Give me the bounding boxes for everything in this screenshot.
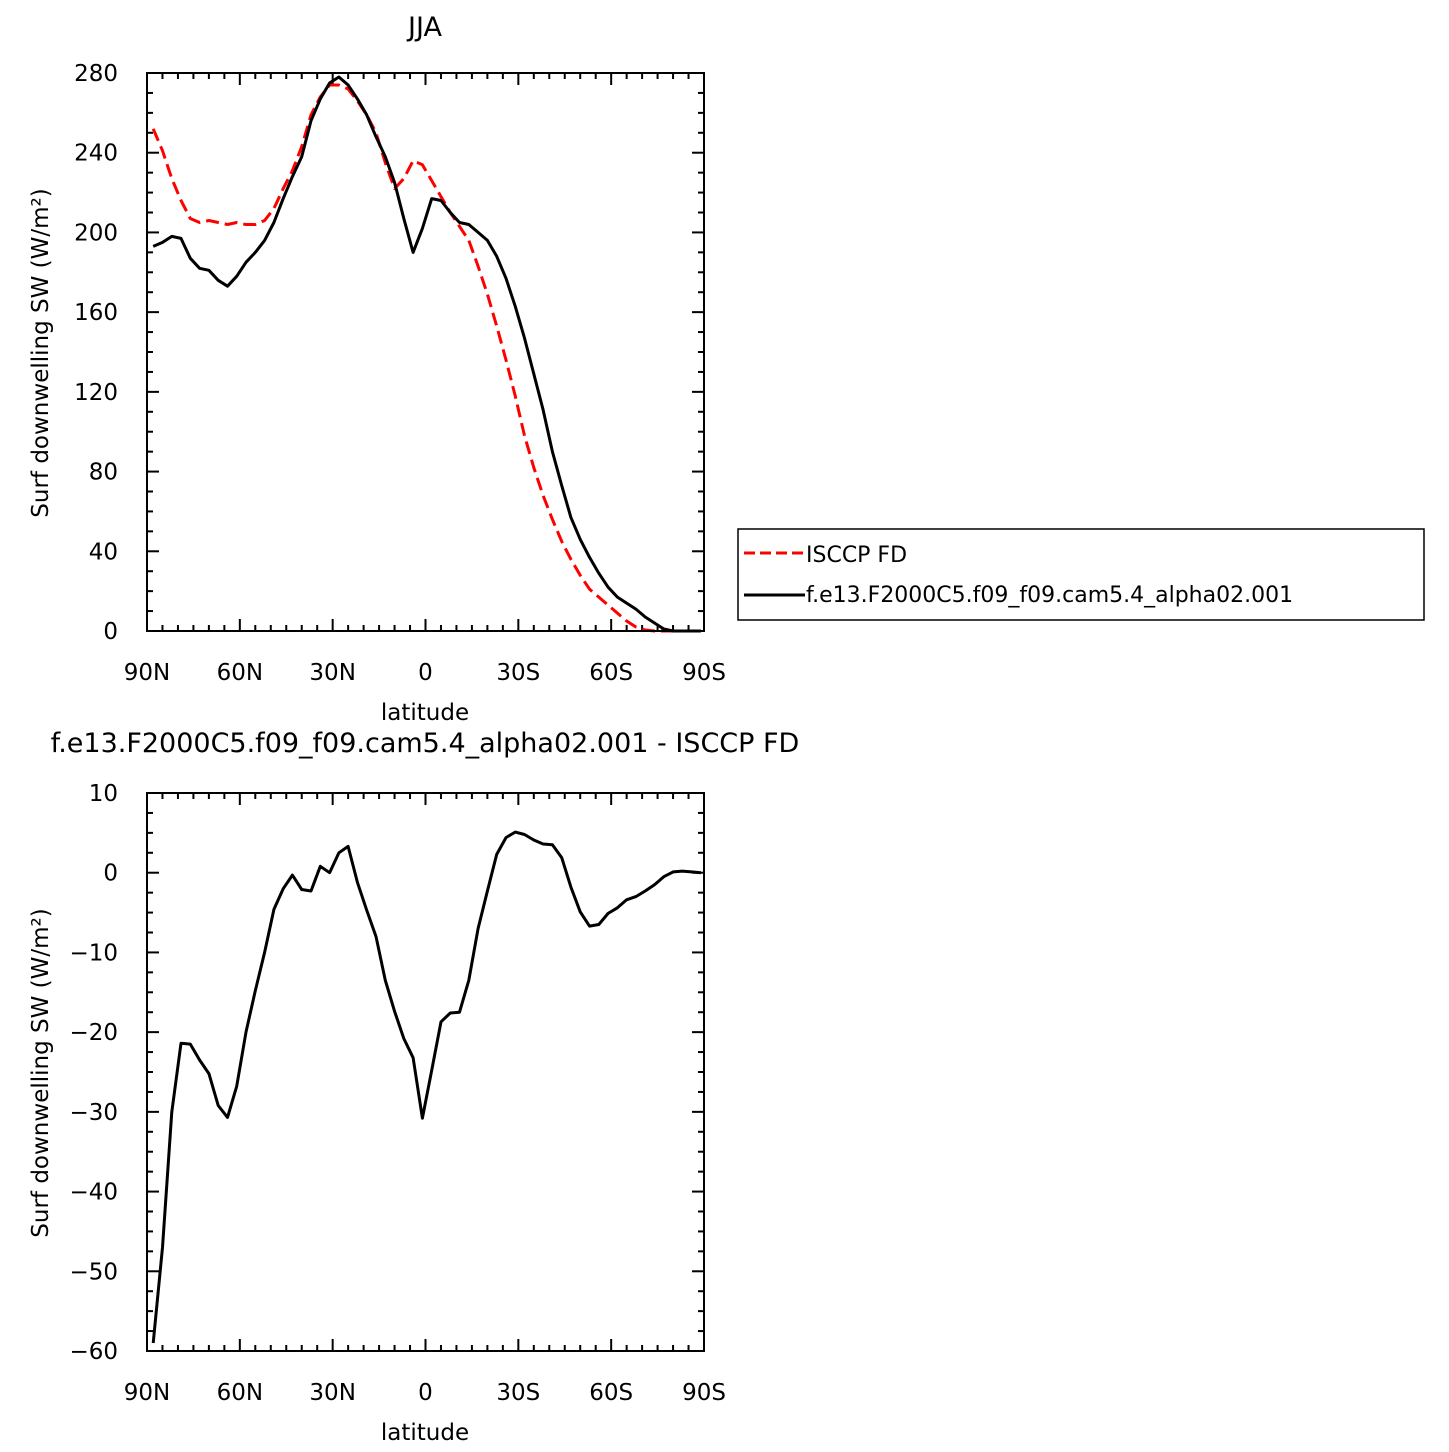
bottom-panel: f.e13.F2000C5.f09_f09.cam5.4_alpha02.001… bbox=[28, 728, 799, 1446]
bottom-ticks bbox=[146, 792, 705, 1352]
y-tick-label: −60 bbox=[69, 1339, 118, 1365]
x-tick-label: 30N bbox=[309, 660, 355, 686]
top-ticks bbox=[146, 72, 705, 632]
top-y-axis-label: Surf downwelling SW (W/m²) bbox=[28, 188, 54, 517]
y-tick-label: −50 bbox=[69, 1259, 118, 1285]
bottom-y-axis-label: Surf downwelling SW (W/m²) bbox=[28, 908, 54, 1237]
y-tick-label: 200 bbox=[74, 220, 118, 246]
y-tick-label: −30 bbox=[69, 1100, 118, 1126]
top-x-axis-label: latitude bbox=[381, 700, 469, 726]
x-tick-label: 90S bbox=[682, 660, 726, 686]
y-tick-label: −20 bbox=[69, 1020, 118, 1046]
top-chart-title: JJA bbox=[406, 12, 442, 43]
x-tick-label: 30S bbox=[496, 660, 540, 686]
y-tick-label: 0 bbox=[103, 861, 118, 887]
top-series-line-1 bbox=[152, 75, 701, 633]
bottom-x-axis-label: latitude bbox=[381, 1420, 469, 1446]
y-tick-label: 40 bbox=[89, 539, 118, 565]
legend-box bbox=[737, 528, 1425, 621]
x-tick-label: 30S bbox=[496, 1380, 540, 1406]
y-tick-label: 10 bbox=[89, 781, 118, 807]
legend-label-model: f.e13.F2000C5.f09_f09.cam5.4_alpha02.001 bbox=[806, 583, 1293, 608]
x-tick-label: 90N bbox=[124, 1380, 170, 1406]
x-tick-label: 0 bbox=[418, 660, 433, 686]
y-tick-label: −40 bbox=[69, 1180, 118, 1206]
x-tick-label: 60S bbox=[589, 660, 633, 686]
top-series-line-0 bbox=[151, 83, 701, 633]
bottom-tick-labels: 90N 60N 30N 0 30S 60S 90S 10 0 −10 −20 −30 −40 −50 −60 bbox=[69, 781, 725, 1406]
y-tick-label: 160 bbox=[74, 300, 118, 326]
top-series-lines bbox=[151, 75, 701, 633]
x-tick-label: 60N bbox=[217, 1380, 263, 1406]
y-tick-label: 120 bbox=[74, 380, 118, 406]
y-tick-label: 240 bbox=[74, 141, 118, 167]
top-panel: JJA Surf downwelling SW (W/m²) latitude … bbox=[28, 12, 726, 726]
legend: ISCCP FD f.e13.F2000C5.f09_f09.cam5.4_al… bbox=[737, 528, 1425, 621]
x-tick-label: 90S bbox=[682, 1380, 726, 1406]
x-tick-label: 60N bbox=[217, 660, 263, 686]
bottom-plot-frame bbox=[146, 792, 705, 1352]
y-tick-label: 80 bbox=[89, 460, 118, 486]
x-tick-label: 0 bbox=[418, 1380, 433, 1406]
bottom-chart-title: f.e13.F2000C5.f09_f09.cam5.4_alpha02.001… bbox=[51, 728, 800, 759]
y-tick-label: −10 bbox=[69, 940, 118, 966]
bottom-series-line-0 bbox=[151, 830, 702, 1344]
x-tick-label: 60S bbox=[589, 1380, 633, 1406]
x-tick-label: 30N bbox=[309, 1380, 355, 1406]
x-tick-label: 90N bbox=[124, 660, 170, 686]
y-tick-label: 280 bbox=[74, 61, 118, 87]
legend-label-isccp: ISCCP FD bbox=[806, 543, 907, 568]
y-tick-label: 0 bbox=[103, 619, 118, 645]
bottom-series-lines bbox=[151, 830, 702, 1344]
top-plot-frame bbox=[146, 72, 705, 632]
top-tick-labels: 90N 60N 30N 0 30S 60S 90S 0 40 80 120 160 200 240 280 bbox=[74, 61, 726, 686]
